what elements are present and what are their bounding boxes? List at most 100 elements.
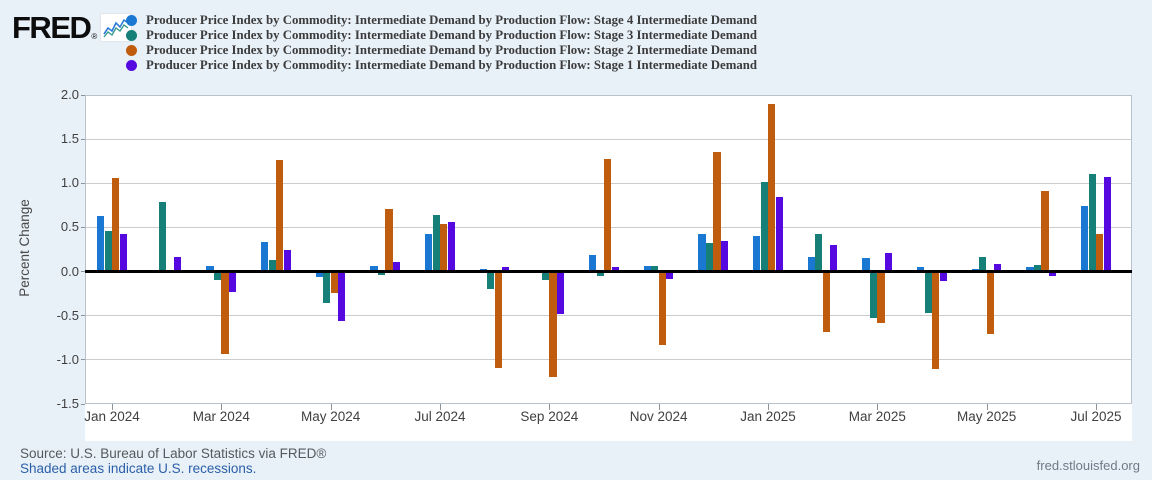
fred-logo[interactable]: FRED ®: [12, 10, 133, 45]
bar-stage1-sep-2024: [556, 271, 565, 314]
bar-stage1-feb-2025: [830, 245, 838, 272]
bar-stage3-mar-2025: [869, 271, 878, 319]
x-tick-label: Jan 2025: [740, 409, 796, 424]
bar-stage1-mar-2024: [228, 271, 237, 292]
x-tick-label: Mar 2025: [848, 409, 906, 424]
legend-item-stage2: Producer Price Index by Commodity: Inter…: [126, 43, 757, 58]
gridline: [85, 138, 1132, 140]
gridline: [85, 359, 1132, 361]
bar-stage4-apr-2024: [261, 241, 269, 272]
bar-stage1-nov-2024: [666, 271, 674, 279]
bar-stage1-may-2025: [994, 263, 1002, 272]
y-tick-label: 0.0: [60, 263, 79, 279]
bar-stage2-jul-2024: [440, 223, 448, 272]
bar-stage1-feb-2024: [174, 256, 182, 272]
bar-stage3-jun-2025: [1033, 264, 1042, 272]
bar-stage1-oct-2024: [611, 267, 619, 272]
x-tick-label: Nov 2024: [629, 409, 688, 424]
bar-stage3-mar-2024: [213, 271, 222, 281]
legend-item-label: Producer Price Index by Commodity: Inter…: [146, 13, 757, 27]
legend-item-stage3: Producer Price Index by Commodity: Inter…: [126, 28, 757, 43]
bar-stage1-jul-2025: [1103, 177, 1111, 272]
y-tick-label: -0.5: [56, 307, 79, 323]
bar-stage1-jan-2025: [775, 196, 783, 272]
x-tick-mark: [330, 404, 332, 410]
bar-stage4-may-2024: [315, 271, 323, 277]
bar-stage3-apr-2025: [924, 271, 932, 314]
bar-stage3-jul-2024: [432, 215, 440, 272]
y-tick-label: 2.0: [60, 87, 79, 102]
bar-stage2-feb-2025: [822, 271, 830, 333]
bar-stage2-nov-2024: [658, 271, 666, 345]
x-tick-label: Jul 2024: [414, 409, 466, 424]
fred-logo-text: FRED: [12, 10, 92, 45]
bar-stage3-apr-2024: [268, 260, 276, 272]
bar-stage4-apr-2025: [917, 267, 925, 272]
bar-stage3-may-2024: [323, 271, 331, 304]
y-tick-mark: [81, 226, 85, 228]
x-tick-mark: [877, 404, 879, 410]
legend-dot-icon: [126, 60, 137, 71]
legend-dot-icon: [126, 30, 137, 41]
y-tick-mark: [81, 315, 85, 317]
bar-stage1-jun-2024: [392, 261, 401, 272]
bar-stage2-jun-2024: [385, 208, 393, 272]
x-tick-mark: [986, 404, 988, 410]
bar-stage3-jul-2025: [1088, 173, 1096, 272]
y-tick-mark: [81, 271, 85, 273]
bar-stage2-jan-2024: [112, 177, 120, 272]
bar-stage1-jan-2024: [119, 233, 127, 272]
bar-stage1-dec-2024: [720, 240, 729, 272]
bar-stage2-jan-2025: [768, 103, 776, 272]
y-tick-mark: [81, 94, 85, 96]
bar-stage1-aug-2024: [502, 267, 510, 272]
y-tick-mark: [81, 182, 85, 184]
bar-stage2-oct-2024: [604, 159, 612, 272]
fred-site-link[interactable]: fred.stlouisfed.org: [1036, 458, 1140, 473]
legend-item-label: Producer Price Index by Commodity: Inter…: [146, 58, 757, 72]
y-tick-label: 0.5: [60, 219, 79, 235]
bar-stage2-jul-2025: [1096, 234, 1104, 272]
bar-stage4-mar-2025: [862, 258, 870, 272]
bar-stage3-feb-2025: [815, 234, 823, 272]
x-tick-mark: [1096, 404, 1097, 410]
y-axis-title: Percent Change: [17, 199, 32, 297]
bar-stage1-apr-2025: [939, 271, 947, 282]
bar-stage4-jun-2025: [1026, 267, 1034, 272]
bar-stage2-may-2025: [986, 271, 994, 335]
bar-stage2-mar-2024: [221, 271, 229, 354]
bar-stage1-jul-2024: [447, 222, 455, 272]
bar-stage3-jan-2025: [760, 182, 768, 272]
fred-logo-registered-mark: ®: [91, 32, 98, 41]
y-tick-mark: [81, 138, 85, 140]
bar-stage4-dec-2024: [698, 233, 706, 272]
plot-border: [85, 95, 1132, 404]
zero-axis-line: [85, 270, 1132, 274]
y-tick-label: -1.5: [56, 396, 79, 411]
bar-stage3-sep-2024: [541, 271, 550, 281]
bar-stage3-feb-2024: [159, 201, 167, 272]
bar-stage4-nov-2024: [643, 266, 651, 272]
y-tick-label: 1.5: [60, 131, 79, 147]
recession-note-link[interactable]: Shaded areas indicate U.S. recessions.: [20, 461, 257, 476]
source-attribution: Source: U.S. Bureau of Labor Statistics …: [20, 446, 327, 461]
chart-legend: Producer Price Index by Commodity: Inter…: [126, 13, 757, 73]
legend-item-label: Producer Price Index by Commodity: Inter…: [146, 43, 757, 57]
bar-stage4-feb-2025: [807, 256, 815, 272]
bar-stage2-sep-2024: [549, 271, 557, 377]
x-tick-mark: [112, 404, 113, 410]
legend-item-stage4: Producer Price Index by Commodity: Inter…: [126, 13, 757, 28]
x-tick-label: Jul 2025: [1070, 409, 1122, 424]
x-tick-label: May 2025: [957, 409, 1017, 424]
legend-item-stage1: Producer Price Index by Commodity: Inter…: [126, 58, 757, 73]
bar-stage3-aug-2024: [487, 271, 495, 290]
legend-dot-icon: [126, 45, 137, 56]
legend-item-label: Producer Price Index by Commodity: Inter…: [146, 28, 757, 42]
x-tick-mark: [549, 404, 551, 410]
bar-stage4-jan-2024: [97, 215, 105, 272]
bar-stage3-jun-2024: [377, 271, 386, 276]
x-tick-mark: [658, 404, 660, 410]
bar-stage2-mar-2025: [877, 271, 885, 323]
y-tick-label: 1.0: [60, 175, 79, 191]
